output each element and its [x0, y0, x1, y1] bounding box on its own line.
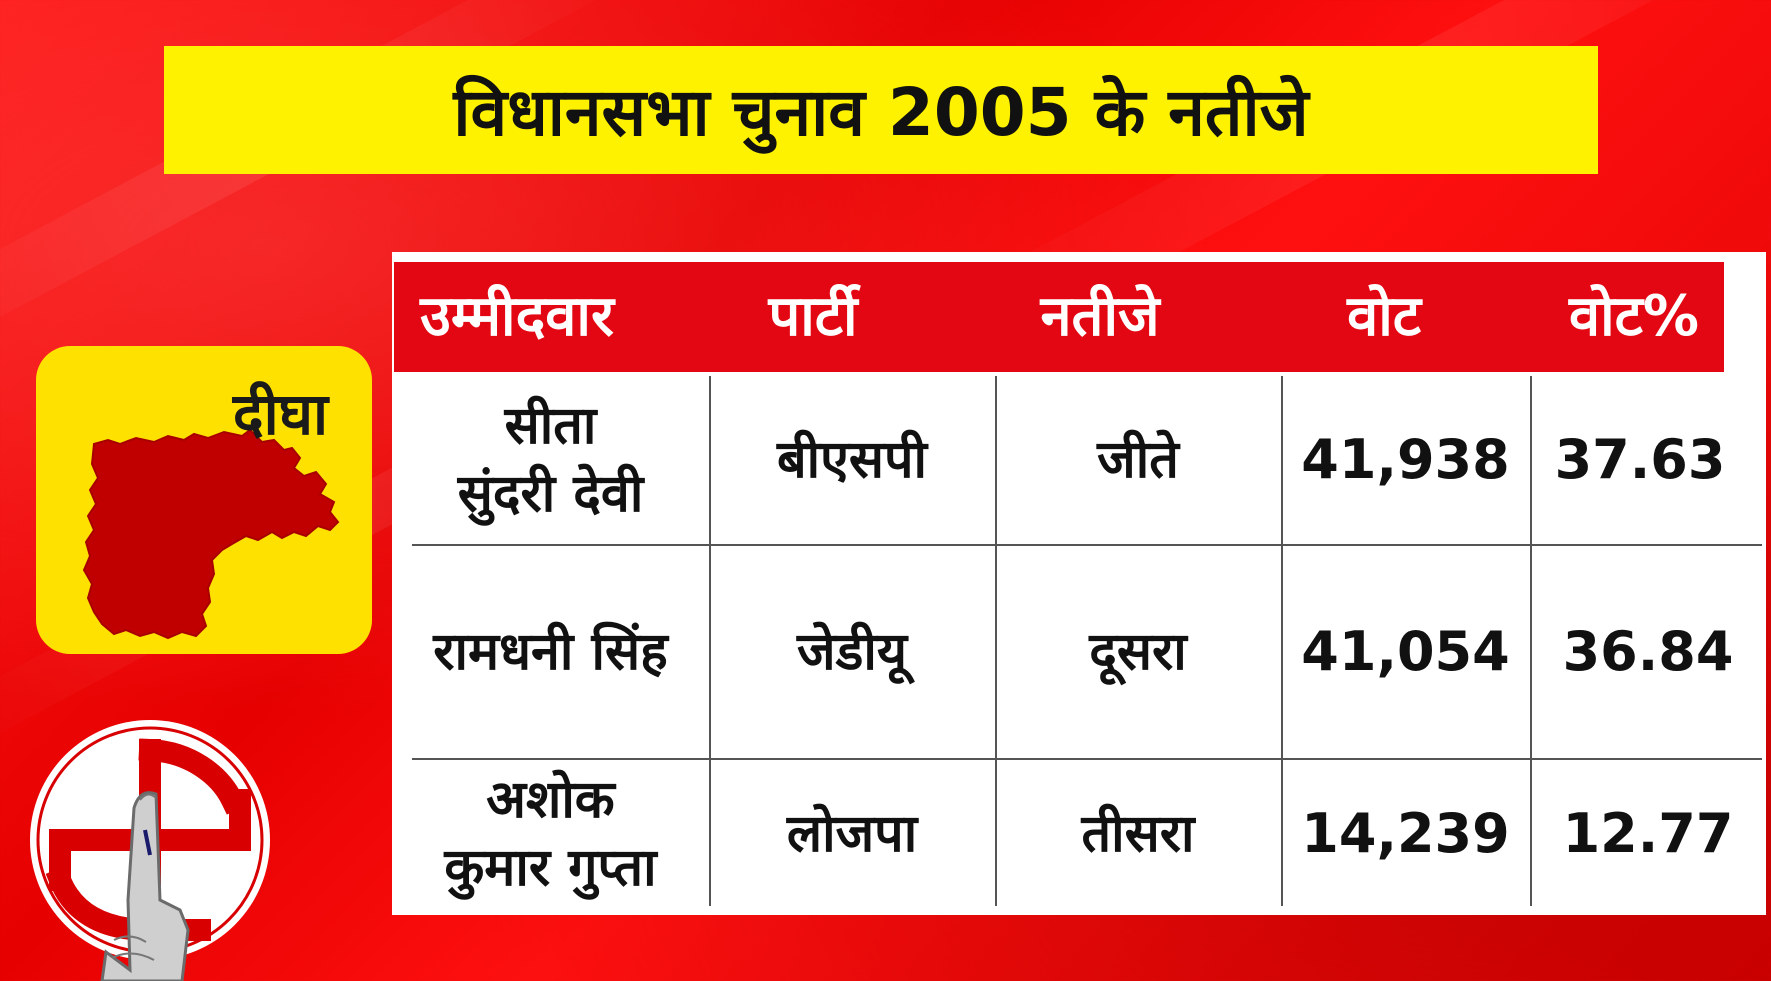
table-row-cell-result: जीते [1097, 430, 1179, 490]
column-divider [995, 376, 997, 906]
table-row-cell-result: दूसरा [1089, 622, 1187, 682]
table-row-cell-vote-percent: 37.63 [1554, 428, 1726, 491]
candidate-name-line: सीता [504, 396, 597, 456]
constituency-card: दीघा [36, 346, 372, 654]
column-divider [1281, 376, 1283, 906]
table-row-cell-votes: 41,938 [1301, 428, 1510, 491]
candidate-name-line: सुंदरी देवी [457, 464, 644, 524]
table-row-cell-vote-percent: 12.77 [1562, 802, 1734, 865]
column-divider [709, 376, 711, 906]
election-commission-logo-icon [30, 720, 270, 981]
header-votes: वोट [1347, 284, 1421, 349]
table-row-cell-party: बीएसपी [776, 430, 928, 490]
constituency-name: दीघा [232, 380, 328, 448]
district-map-icon [82, 428, 340, 640]
table-row-cell-vote-percent: 36.84 [1562, 620, 1734, 683]
row-divider [412, 544, 1762, 546]
table-row-cell-candidate: सीता सुंदरी देवी [392, 376, 709, 544]
table-row-cell-party: लोजपा [786, 804, 918, 864]
table-row-cell-candidate: रामधनी सिंह [392, 546, 709, 758]
table-row-cell-votes: 41,054 [1301, 620, 1510, 683]
candidate-name-line: कुमार गुप्ता [444, 838, 657, 898]
column-divider [1530, 376, 1532, 906]
table-header: उम्मीदवार पार्टी नतीजे वोट वोट% [394, 262, 1724, 372]
results-table: उम्मीदवार पार्टी नतीजे वोट वोट% सीता सुं… [392, 252, 1766, 915]
header-party: पार्टी [768, 284, 858, 349]
title-banner: विधानसभा चुनाव 2005 के नतीजे [164, 46, 1598, 174]
header-result: नतीजे [1040, 284, 1160, 349]
table-row-cell-party: जेडीयू [796, 622, 908, 682]
table-row-cell-votes: 14,239 [1301, 802, 1510, 865]
row-divider [412, 758, 1762, 760]
page-title: विधानसभा चुनाव 2005 के नतीजे [453, 74, 1309, 151]
header-vote-percent: वोट% [1569, 284, 1699, 349]
table-row-cell-candidate: अशोक कुमार गुप्ता [392, 760, 709, 908]
table-row-cell-result: तीसरा [1081, 804, 1195, 864]
candidate-name-line: अशोक [486, 770, 615, 830]
header-candidate: उम्मीदवार [420, 284, 614, 349]
candidate-name-line: रामधनी सिंह [433, 622, 668, 682]
